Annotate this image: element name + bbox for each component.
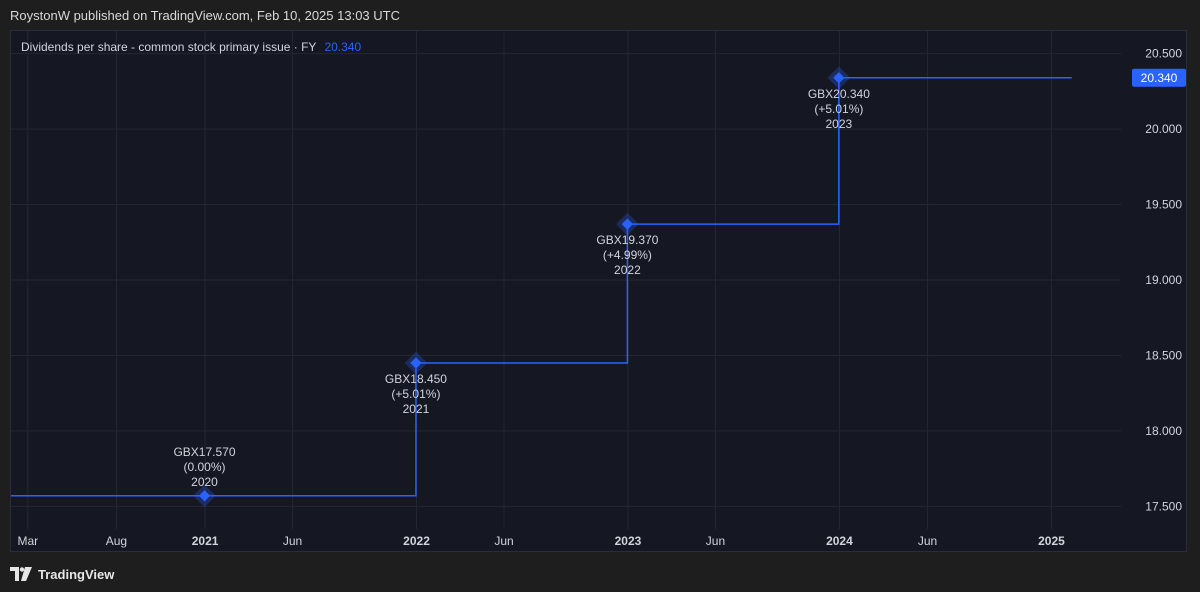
x-tick-label: 2022	[403, 534, 430, 548]
data-label-change: (+5.01%)	[814, 102, 863, 116]
tradingview-logo-icon	[10, 567, 32, 581]
x-tick-label: Jun	[494, 534, 513, 548]
data-label-change: (+5.01%)	[391, 387, 440, 401]
x-tick-label: Jun	[283, 534, 302, 548]
legend-value: 20.340	[324, 40, 361, 54]
data-label-year: 2020	[191, 475, 218, 489]
y-tick-label: 18.500	[1145, 348, 1182, 362]
chart-panel: 20.500 20.000 19.500 19.000 18.500 18.000 17.5…	[10, 30, 1187, 552]
data-label-change: (0.00%)	[183, 460, 225, 474]
data-label-change: (+4.99%)	[603, 248, 652, 262]
x-tick-label: 2025	[1038, 534, 1065, 548]
footer-brand: TradingView	[10, 564, 114, 584]
data-label-year: 2023	[826, 117, 853, 131]
publish-header: RoystonW published on TradingView.com, F…	[0, 0, 1200, 32]
data-point-marker[interactable]	[833, 72, 845, 84]
data-point-marker[interactable]	[198, 490, 211, 502]
footer-brand-text: TradingView	[38, 566, 115, 582]
data-point-marker[interactable]	[410, 357, 422, 369]
dividend-step-line	[11, 77, 1072, 497]
chart-canvas[interactable]: 20.500 20.000 19.500 19.000 18.500 18.000 17.5…	[11, 31, 1188, 553]
x-tick-label: Jun	[706, 534, 725, 548]
x-tick-label: Jun	[918, 534, 937, 548]
y-tick-label: 17.500	[1145, 499, 1182, 513]
legend-title: Dividends per share - common stock prima…	[21, 40, 316, 54]
data-label-value: GBX18.450	[385, 372, 447, 386]
data-label-value: GBX19.370	[596, 233, 658, 247]
data-label-year: 2021	[403, 402, 430, 416]
y-tick-label: 19.500	[1145, 198, 1182, 212]
y-tick-label: 18.000	[1145, 424, 1182, 438]
y-tick-label: 19.000	[1145, 273, 1182, 287]
data-label-year: 2022	[614, 263, 641, 277]
y-tick-label: 20.000	[1145, 122, 1182, 136]
data-label-value: GBX20.340	[808, 87, 870, 101]
x-tick-label: 2023	[615, 534, 642, 548]
last-value-tag-text: 20.340	[1141, 71, 1178, 85]
data-point-marker[interactable]	[621, 218, 634, 230]
last-value-tag	[1132, 68, 1186, 87]
x-tick-label: Mar	[17, 534, 38, 548]
x-tick-label: 2024	[826, 534, 853, 548]
y-tick-label: 20.500	[1145, 47, 1182, 61]
x-tick-label: Aug	[106, 534, 127, 548]
data-label-value: GBX17.570	[173, 445, 235, 459]
published-text: RoystonW published on TradingView.com, F…	[10, 8, 400, 23]
x-tick-label: 2021	[192, 534, 219, 548]
